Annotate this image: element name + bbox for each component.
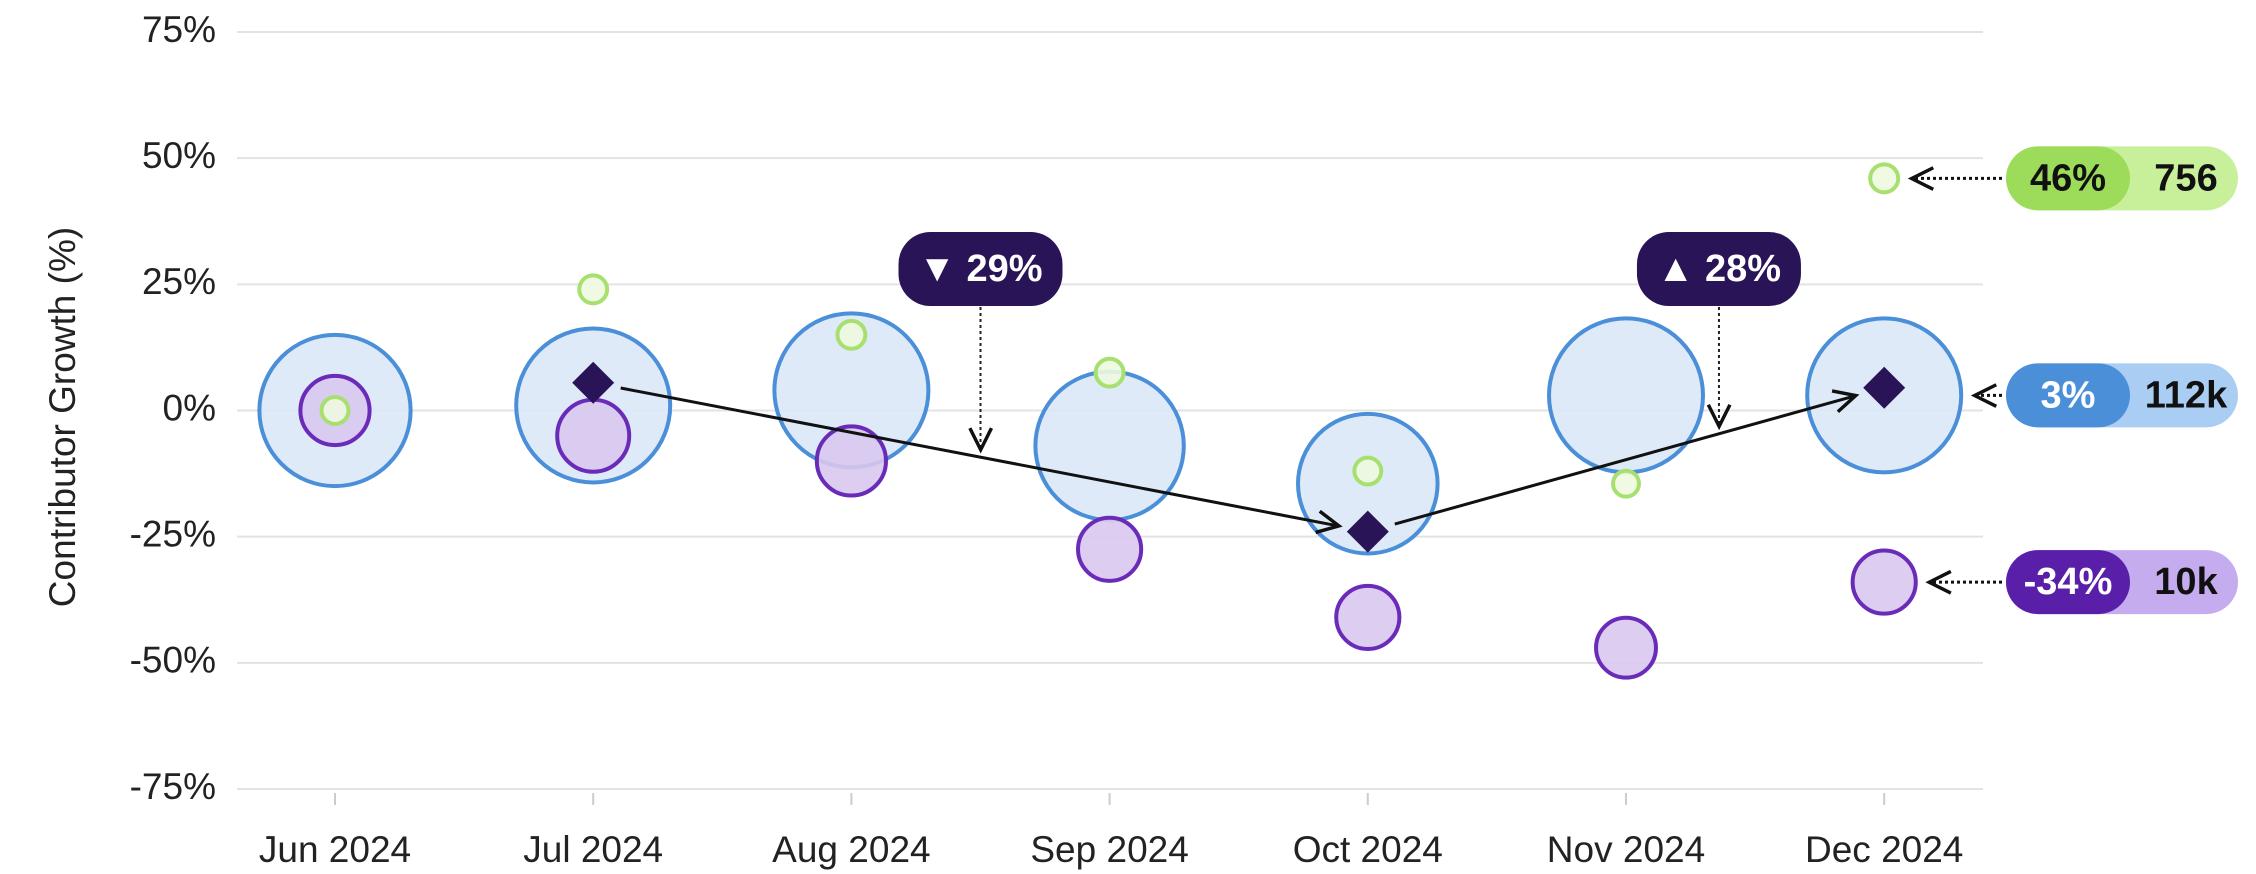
annotation-pill <box>898 232 1063 306</box>
trend-arrow <box>620 386 1343 535</box>
y-tick-label: -50% <box>130 640 216 681</box>
bubble <box>814 424 888 498</box>
end-size-label: 10k <box>2154 561 2218 603</box>
y-tick-label: 75% <box>142 9 216 50</box>
end-pill-dark <box>2006 363 2130 428</box>
bubble <box>319 395 351 426</box>
bubble <box>1547 316 1705 475</box>
bubble <box>835 318 868 351</box>
annotation-label: ▼ 29% <box>918 248 1042 290</box>
bubble <box>1033 369 1186 523</box>
trend-diamond <box>572 361 615 404</box>
bubble <box>1334 583 1402 651</box>
x-tick-label: Jun 2024 <box>259 829 411 870</box>
end-pill-dark <box>2006 146 2130 211</box>
bubble <box>1868 162 1901 195</box>
end-size-label: 112k <box>2145 374 2228 416</box>
bubble <box>1850 548 1918 616</box>
bubble <box>1352 455 1384 487</box>
y-tick-label: 0% <box>163 387 216 428</box>
bubble <box>577 273 610 306</box>
y-tick-label: -75% <box>130 766 216 807</box>
x-tick-label: Oct 2024 <box>1293 829 1443 870</box>
x-tick-label: Sep 2024 <box>1030 829 1188 870</box>
bubble <box>1093 356 1126 389</box>
y-tick-label: 50% <box>142 135 216 176</box>
bubble <box>1611 468 1641 499</box>
x-tick-label: Nov 2024 <box>1547 829 1705 870</box>
bubble <box>1594 615 1658 680</box>
trend-diamond <box>1346 510 1389 553</box>
end-value-label: 46% <box>2030 157 2106 199</box>
end-value-label: -34% <box>2024 561 2113 603</box>
y-tick-label: -25% <box>130 513 216 554</box>
bubble <box>555 397 632 474</box>
end-value-label: 3% <box>2041 374 2096 416</box>
trend-diamond <box>1863 366 1906 409</box>
bubble <box>1076 515 1144 583</box>
y-axis-title: Contributor Growth (%) <box>42 227 83 607</box>
x-tick-label: Aug 2024 <box>772 829 930 870</box>
x-tick-label: Jul 2024 <box>523 829 663 870</box>
x-tick-label: Dec 2024 <box>1805 829 1963 870</box>
end-pill-dark <box>2006 550 2130 615</box>
annotation-pill <box>1636 232 1801 306</box>
trend-arrow <box>1394 389 1860 526</box>
annotation-label: ▲ 28% <box>1657 248 1781 290</box>
end-size-label: 756 <box>2154 157 2217 199</box>
y-tick-label: 25% <box>142 261 216 302</box>
